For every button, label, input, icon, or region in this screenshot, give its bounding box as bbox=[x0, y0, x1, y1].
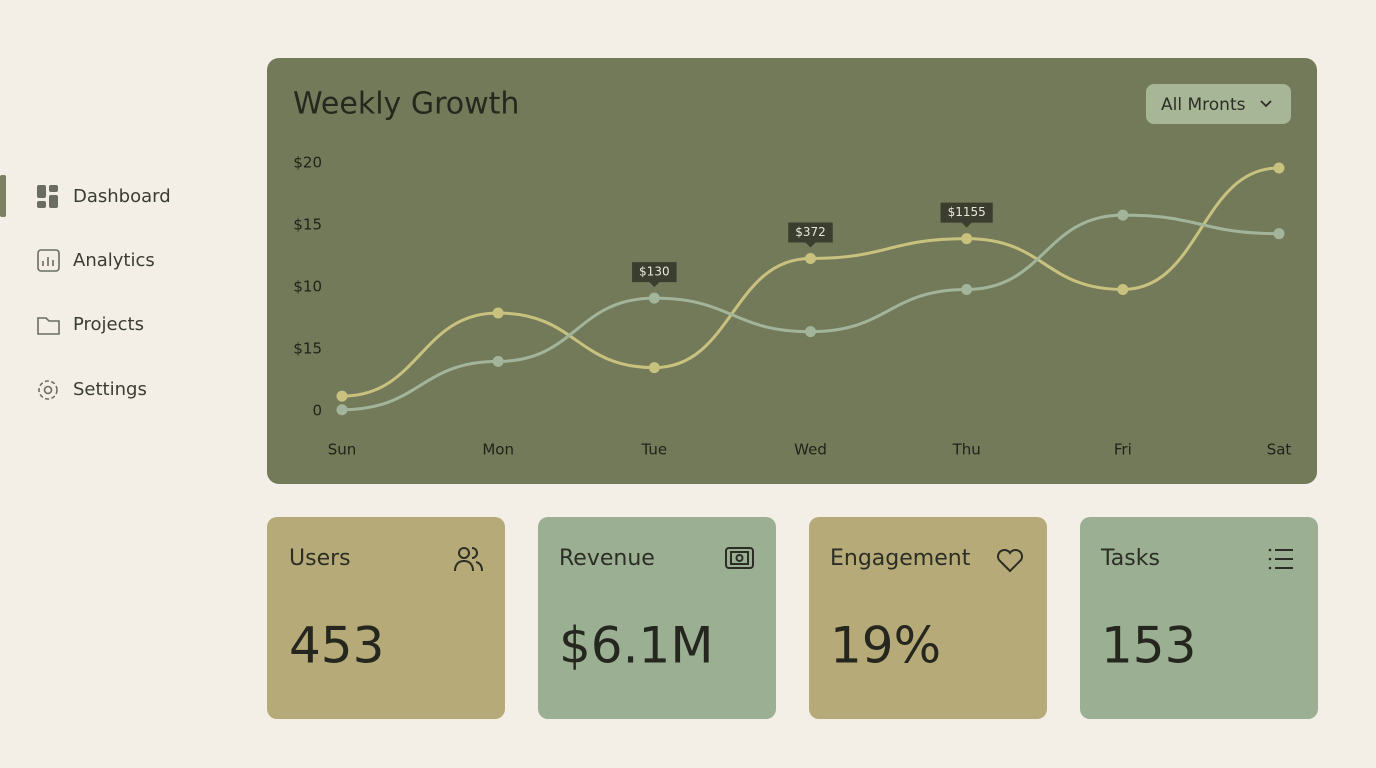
data-point bbox=[1273, 162, 1285, 174]
card-label: Revenue bbox=[559, 546, 655, 571]
y-tick-label: $20 bbox=[293, 154, 322, 172]
nav-label: Settings bbox=[73, 379, 147, 400]
data-point bbox=[961, 233, 973, 245]
data-point bbox=[1273, 228, 1285, 240]
data-point bbox=[1117, 283, 1129, 295]
nav-label: Analytics bbox=[73, 250, 155, 271]
card: Revenue $6.1M bbox=[538, 517, 776, 719]
card-value: 453 bbox=[289, 617, 384, 675]
active-indicator bbox=[0, 175, 6, 217]
annotation-box bbox=[940, 202, 993, 228]
card-value: 19% bbox=[830, 617, 941, 675]
y-tick-label: $15 bbox=[293, 340, 322, 358]
data-point bbox=[648, 292, 660, 304]
x-tick-label: Thu bbox=[952, 441, 981, 459]
y-tick-label: $15 bbox=[293, 216, 322, 234]
x-tick-label: Sun bbox=[328, 441, 357, 459]
annotation-label: $1155 bbox=[948, 205, 986, 219]
plot: 0 $15 $10 $15 $20 Sun Mon Tue Wed Thu Fri Sat $130 $3… bbox=[293, 154, 1291, 459]
card-label: Users bbox=[289, 546, 351, 571]
y-tick-label: $10 bbox=[293, 278, 322, 296]
annotation: $1155 bbox=[940, 202, 993, 228]
data-point bbox=[805, 252, 816, 264]
annotation-label: $372 bbox=[795, 225, 826, 239]
y-tick-label: 0 bbox=[312, 402, 322, 420]
nav-label: Dashboard bbox=[73, 186, 171, 207]
chart-title: Weekly Growth bbox=[293, 87, 519, 122]
data-point bbox=[492, 307, 504, 319]
nav-settings[interactable]: Settings bbox=[38, 379, 147, 400]
x-tick-label: Fri bbox=[1114, 441, 1132, 459]
data-point bbox=[336, 390, 348, 402]
x-tick-label: Mon bbox=[482, 441, 514, 459]
chart-panel bbox=[267, 58, 1317, 484]
data-point bbox=[336, 404, 348, 416]
card-value: 153 bbox=[1101, 617, 1196, 675]
data-point bbox=[961, 283, 973, 295]
annotation-label: $130 bbox=[639, 265, 670, 279]
data-point bbox=[648, 362, 660, 374]
card-label: Tasks bbox=[1100, 546, 1160, 571]
annotation: $372 bbox=[788, 222, 833, 248]
data-point bbox=[492, 355, 504, 367]
dropdown-label: All Mronts bbox=[1161, 95, 1246, 115]
annotation-box bbox=[788, 222, 833, 248]
annotation-box bbox=[632, 262, 677, 288]
card-value: $6.1M bbox=[559, 617, 713, 675]
nav-analytics[interactable]: Analytics bbox=[37, 249, 155, 272]
nav-projects[interactable]: Projects bbox=[37, 314, 144, 335]
data-point bbox=[805, 326, 816, 338]
data-point bbox=[1117, 209, 1129, 221]
x-tick-label: Sat bbox=[1267, 441, 1292, 459]
filter-dropdown[interactable]: All Mronts bbox=[1146, 84, 1291, 124]
x-tick-label: Wed bbox=[794, 441, 827, 459]
card: Engagement 19% bbox=[809, 517, 1047, 719]
card-label: Engagement bbox=[830, 546, 971, 571]
card: Users 453 bbox=[267, 517, 505, 719]
nav-label: Projects bbox=[73, 314, 144, 335]
card: Tasks 153 bbox=[1080, 517, 1318, 719]
annotation: $130 bbox=[632, 262, 677, 288]
x-tick-label: Tue bbox=[641, 441, 668, 459]
nav-dashboard[interactable]: Dashboard bbox=[37, 185, 171, 208]
